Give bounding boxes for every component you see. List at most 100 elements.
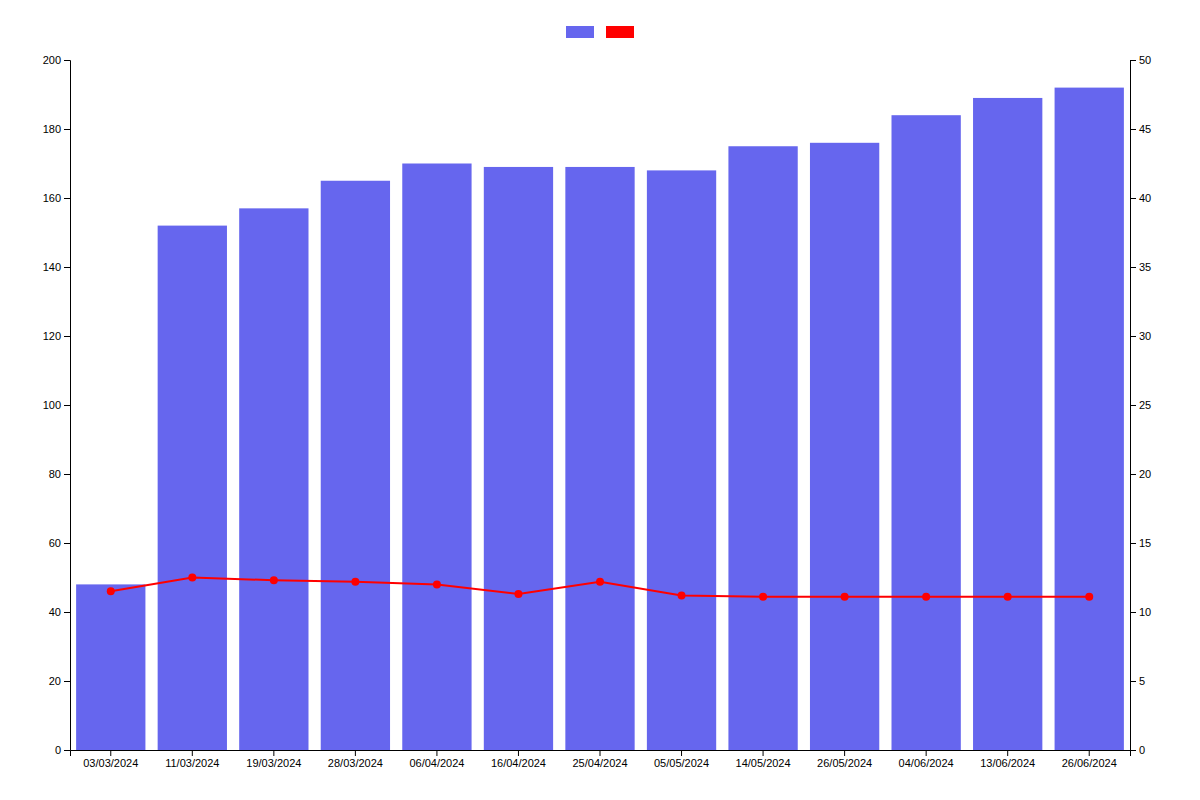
chart: 03/03/2024 11/03/2024 19/03/2024 28/03/2024… xyxy=(0,0,1200,800)
bar xyxy=(239,208,308,750)
tick: 0 xyxy=(55,744,70,756)
tick: 20 xyxy=(1130,468,1151,480)
legend-item xyxy=(566,26,594,38)
tick-mark xyxy=(192,750,193,756)
tick-label: 30 xyxy=(1139,330,1151,342)
tick: 26/06/2024 xyxy=(1062,750,1117,769)
tick-label: 35 xyxy=(1139,261,1151,273)
tick-mark xyxy=(1130,336,1136,337)
point xyxy=(841,593,849,601)
line xyxy=(111,578,1089,597)
tick-mark xyxy=(1130,267,1136,268)
bar xyxy=(565,167,634,750)
bar xyxy=(973,98,1042,750)
tick-label: 26/05/2024 xyxy=(817,757,872,769)
marks xyxy=(76,88,1124,750)
point xyxy=(1085,593,1093,601)
legend xyxy=(566,26,634,38)
tick-label: 60 xyxy=(49,537,61,549)
tick-mark xyxy=(518,750,519,756)
tick-label: 25 xyxy=(1139,399,1151,411)
tick-label: 03/03/2024 xyxy=(83,757,138,769)
axis-line xyxy=(1131,61,1137,751)
tick-mark xyxy=(763,750,764,756)
tick-label: 20 xyxy=(1139,468,1151,480)
tick-mark xyxy=(1007,750,1008,756)
point xyxy=(1004,593,1012,601)
tick-label: 0 xyxy=(1139,744,1145,756)
point xyxy=(596,578,604,586)
tick-mark xyxy=(1089,750,1090,756)
tick: 160 xyxy=(43,192,70,204)
tick-mark xyxy=(681,750,682,756)
tick-label: 04/06/2024 xyxy=(899,757,954,769)
tick: 45 xyxy=(1130,123,1151,135)
tick-label: 160 xyxy=(43,192,61,204)
tick-label: 25/04/2024 xyxy=(572,757,627,769)
bar xyxy=(402,164,471,751)
tick-mark xyxy=(273,750,274,756)
tick-mark xyxy=(64,543,70,544)
tick-mark xyxy=(64,612,70,613)
tick: 28/03/2024 xyxy=(328,750,383,769)
bar-series xyxy=(76,88,1124,750)
tick-mark xyxy=(64,198,70,199)
y2-axis: 05101520253035404550 xyxy=(1130,54,1151,756)
plot: 03/03/2024 11/03/2024 19/03/2024 28/03/2024… xyxy=(43,54,1152,769)
tick-mark xyxy=(64,336,70,337)
tick: 16/04/2024 xyxy=(491,750,546,769)
tick: 140 xyxy=(43,261,70,273)
tick: 10 xyxy=(1130,606,1151,618)
tick: 5 xyxy=(1130,675,1145,687)
tick: 19/03/2024 xyxy=(246,750,301,769)
tick-mark xyxy=(64,60,70,61)
tick-label: 10 xyxy=(1139,606,1151,618)
legend-swatch xyxy=(566,26,594,38)
tick-mark xyxy=(1130,129,1136,130)
tick: 35 xyxy=(1130,261,1151,273)
legend-item xyxy=(606,26,634,38)
bar xyxy=(484,167,553,750)
point xyxy=(922,593,930,601)
tick-label: 13/06/2024 xyxy=(980,757,1035,769)
tick-mark xyxy=(1130,612,1136,613)
tick: 0 xyxy=(1130,744,1145,756)
axis-line xyxy=(64,61,71,751)
tick-mark xyxy=(64,750,70,751)
tick-label: 16/04/2024 xyxy=(491,757,546,769)
tick-mark xyxy=(64,129,70,130)
bar xyxy=(158,226,227,750)
legend-swatch xyxy=(606,26,634,38)
point xyxy=(270,576,278,584)
tick-label: 0 xyxy=(55,744,61,756)
tick-label: 06/04/2024 xyxy=(409,757,464,769)
tick-mark xyxy=(1130,543,1136,544)
bar xyxy=(810,143,879,750)
tick: 25/04/2024 xyxy=(572,750,627,769)
tick-mark xyxy=(1130,198,1136,199)
tick: 50 xyxy=(1130,54,1151,66)
tick-mark xyxy=(1130,405,1136,406)
tick-label: 40 xyxy=(49,606,61,618)
tick-label: 28/03/2024 xyxy=(328,757,383,769)
point xyxy=(514,590,522,598)
tick-label: 5 xyxy=(1139,675,1145,687)
tick-mark xyxy=(1130,474,1136,475)
tick-label: 11/03/2024 xyxy=(165,757,219,769)
tick: 80 xyxy=(49,468,70,480)
point xyxy=(433,580,441,588)
tick-label: 140 xyxy=(43,261,61,273)
tick: 06/04/2024 xyxy=(409,750,464,769)
tick: 20 xyxy=(49,675,70,687)
tick-label: 120 xyxy=(43,330,61,342)
tick-mark xyxy=(1130,681,1136,682)
tick: 13/06/2024 xyxy=(980,750,1035,769)
tick: 15 xyxy=(1130,537,1151,549)
point xyxy=(188,574,196,582)
tick-label: 20 xyxy=(49,675,61,687)
y-axis: 020406080100120140160180200 xyxy=(43,54,71,756)
tick-mark xyxy=(64,681,70,682)
tick-label: 45 xyxy=(1139,123,1151,135)
tick-mark xyxy=(64,267,70,268)
tick-label: 180 xyxy=(43,123,61,135)
